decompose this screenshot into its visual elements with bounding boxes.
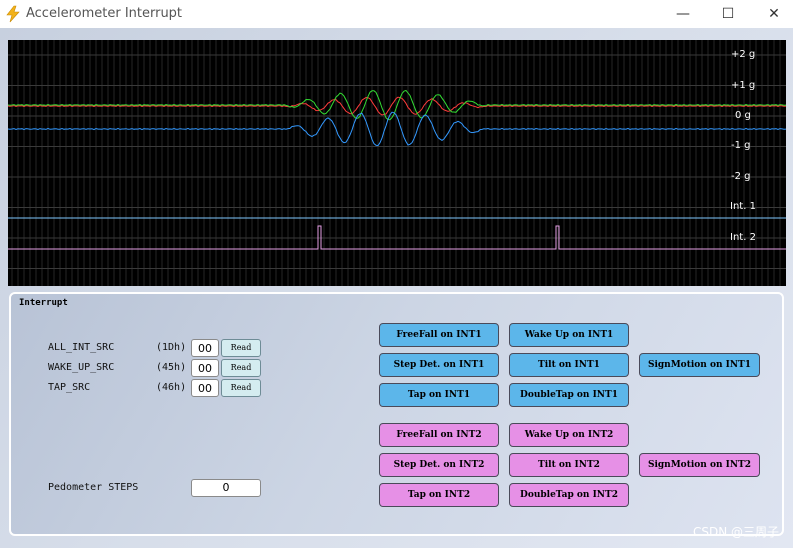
watermark: CSDN @三周子 [692, 525, 779, 539]
tap-src-value[interactable]: 00 [191, 379, 219, 397]
wakeup-int1-button[interactable]: Wake Up on INT1 [509, 323, 629, 347]
read-tap-src-button[interactable]: Read [221, 379, 261, 397]
register-addr-wake-up-src: (45h) [156, 362, 187, 373]
read-wake-up-src-button[interactable]: Read [221, 359, 261, 377]
oscilloscope-display: +2 g +1 g 0 g -1 g -2 g Int. 1 Int. 2 [8, 40, 786, 286]
doubletap-int2-button[interactable]: DoubleTap on INT2 [509, 483, 629, 507]
freefall-int1-button[interactable]: FreeFall on INT1 [379, 323, 499, 347]
panel-title: Interrupt [19, 298, 68, 308]
register-label-all-int-src: ALL_INT_SRC [48, 342, 115, 353]
trace-int2 [8, 225, 786, 250]
doubletap-int1-button[interactable]: DoubleTap on INT1 [509, 383, 629, 407]
grid-horizontal [8, 54, 786, 269]
axis-label-0g: 0 g [735, 110, 751, 121]
wake-up-src-value[interactable]: 00 [191, 359, 219, 377]
pedometer-steps-value[interactable]: 0 [191, 479, 261, 497]
lightning-icon [6, 5, 20, 23]
title-bar: Accelerometer Interrupt — ☐ ✕ [0, 0, 793, 28]
trace-z-axis [8, 111, 786, 147]
register-label-tap-src: TAP_SRC [48, 382, 91, 393]
trace-x-axis [8, 96, 786, 116]
register-addr-tap-src: (46h) [156, 382, 187, 393]
axis-label-minus1g: -1 g [731, 140, 751, 151]
signmotion-int1-button[interactable]: SignMotion on INT1 [639, 353, 760, 377]
register-addr-all-int-src: (1Dh) [156, 342, 187, 353]
grid-vertical [11, 40, 781, 286]
tilt-int2-button[interactable]: Tilt on INT2 [509, 453, 629, 477]
minimize-button[interactable]: — [676, 6, 690, 22]
axis-label-minus2g: -2 g [731, 171, 751, 182]
axis-label-plus1g: +1 g [731, 80, 756, 91]
trace-y-axis [8, 89, 786, 121]
interrupt-panel: Interrupt ALL_INT_SRC (1Dh) 00 Read WAKE… [9, 292, 784, 536]
tilt-int1-button[interactable]: Tilt on INT1 [509, 353, 629, 377]
axis-label-int2: Int. 2 [730, 232, 756, 243]
register-label-wake-up-src: WAKE_UP_SRC [48, 362, 115, 373]
all-int-src-value[interactable]: 00 [191, 339, 219, 357]
window-title: Accelerometer Interrupt [26, 6, 183, 21]
read-all-int-src-button[interactable]: Read [221, 339, 261, 357]
tap-int2-button[interactable]: Tap on INT2 [379, 483, 499, 507]
stepdet-int1-button[interactable]: Step Det. on INT1 [379, 353, 499, 377]
close-button[interactable]: ✕ [768, 6, 780, 22]
signmotion-int2-button[interactable]: SignMotion on INT2 [639, 453, 760, 477]
stepdet-int2-button[interactable]: Step Det. on INT2 [379, 453, 499, 477]
axis-label-plus2g: +2 g [731, 49, 756, 60]
axis-label-int1: Int. 1 [730, 201, 756, 212]
pedometer-steps-label: Pedometer STEPS [48, 482, 139, 493]
freefall-int2-button[interactable]: FreeFall on INT2 [379, 423, 499, 447]
oscilloscope-plot [8, 40, 786, 286]
wakeup-int2-button[interactable]: Wake Up on INT2 [509, 423, 629, 447]
tap-int1-button[interactable]: Tap on INT1 [379, 383, 499, 407]
maximize-button[interactable]: ☐ [721, 6, 735, 22]
